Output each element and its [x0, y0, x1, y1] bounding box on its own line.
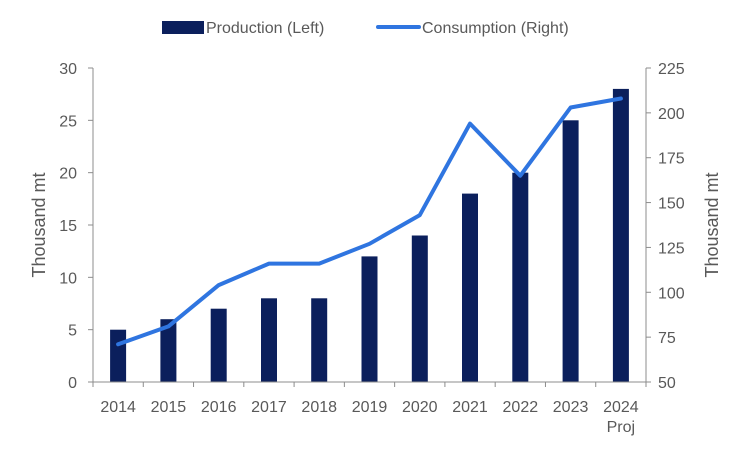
x-tick-label: 2021: [452, 399, 488, 416]
legend: Production (Left) Consumption (Right): [162, 20, 569, 37]
x-tick-label: 2018: [301, 399, 337, 416]
y-left-tick-label: 15: [59, 218, 77, 235]
bar-production-9: [562, 120, 579, 383]
x-tick-label: 2016: [201, 399, 237, 416]
bar-production-1: [160, 319, 177, 382]
y-right-tick-label: 50: [658, 375, 676, 392]
x-tick-label: 2024 Proj: [603, 399, 639, 436]
x-tick-label: 2019: [352, 399, 388, 416]
y-right-tick-label: 125: [658, 240, 685, 257]
x-tick-label: 2023: [553, 399, 589, 416]
bar-production-8: [512, 172, 529, 382]
bar-production-7: [462, 193, 478, 382]
y-left-tick-label: 30: [59, 61, 77, 78]
x-tick-label: 2020: [402, 399, 438, 416]
bar-production-6: [411, 235, 428, 382]
y-right-tick-label: 100: [658, 285, 685, 302]
x-tick-label: 2014: [100, 399, 136, 416]
y-left-tick-label: 25: [59, 113, 77, 130]
y-axis-right-title: Thousand mt: [702, 172, 722, 277]
y-left-tick-label: 5: [68, 323, 77, 340]
bar-production-4: [311, 298, 328, 382]
y-right-tick-label: 175: [658, 151, 685, 168]
bar-production-0: [110, 329, 127, 382]
legend-label-consumption: Consumption (Right): [422, 20, 569, 37]
axes: 0 5 10 15 20 25 30 50 75 100 125 150 175 200 225 2014 20…: [59, 61, 685, 436]
bar-production-3: [261, 298, 277, 382]
y-right-tick-label: 200: [658, 106, 685, 123]
x-tick-label: 2015: [151, 399, 187, 416]
x-tick-label: 2017: [251, 399, 287, 416]
y-axis-left-title: Thousand mt: [29, 172, 49, 277]
y-left-tick-label: 0: [68, 375, 77, 392]
y-right-tick-label: 225: [658, 61, 685, 78]
bar-production-10: [612, 88, 629, 383]
legend-label-production: Production (Left): [206, 20, 324, 37]
y-left-tick-label: 20: [59, 166, 77, 183]
bar-production-2: [210, 308, 227, 382]
production-bars: [110, 88, 629, 383]
y-right-tick-label: 75: [658, 330, 676, 347]
x-tick-label: 2022: [503, 399, 539, 416]
bar-production-5: [361, 256, 378, 382]
consumption-line-group: [116, 96, 623, 347]
y-right-tick-label: 150: [658, 196, 685, 213]
y-left-tick-label: 10: [59, 270, 77, 287]
legend-swatch-production: [162, 21, 204, 34]
